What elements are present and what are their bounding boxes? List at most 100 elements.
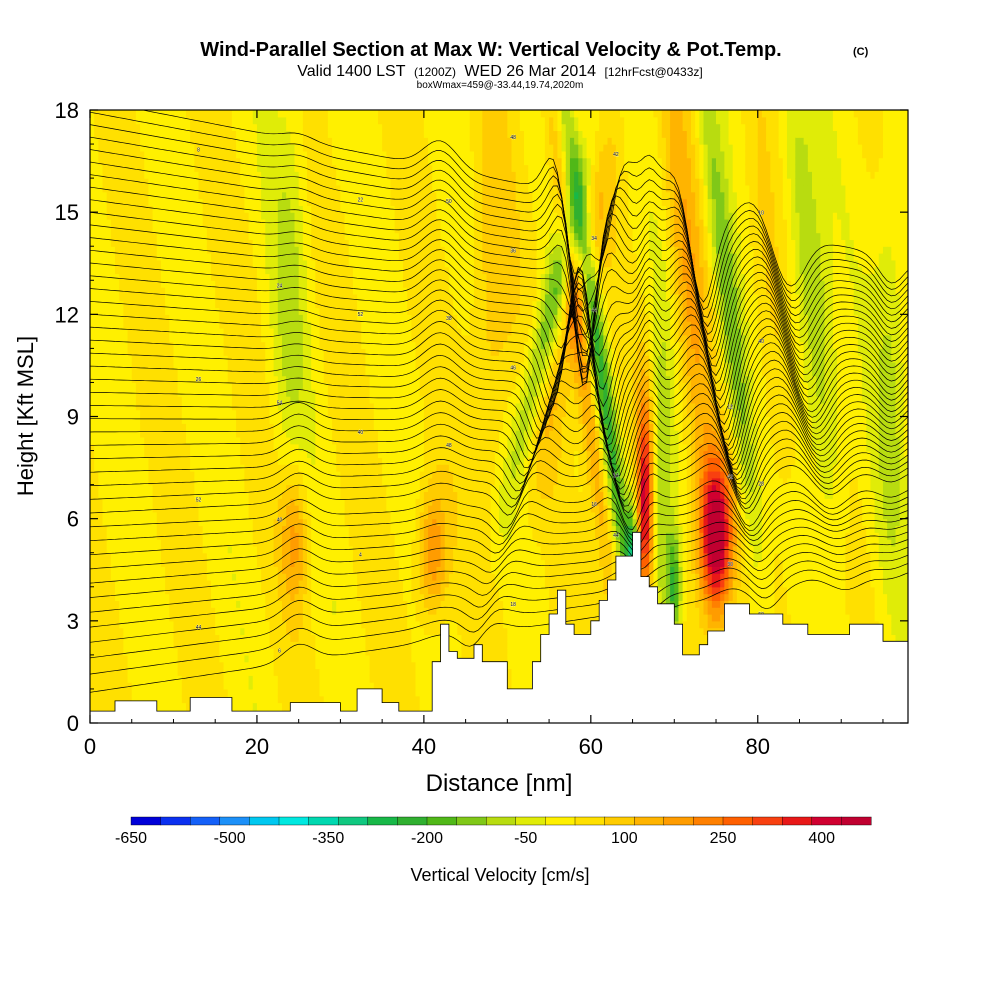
velocity-cell [110, 184, 116, 193]
velocity-cell [165, 579, 170, 588]
velocity-cell [181, 259, 187, 268]
velocity-cell [198, 334, 204, 343]
velocity-cell [106, 525, 112, 533]
velocity-cell [290, 409, 296, 418]
velocity-cell [281, 287, 287, 295]
velocity-cell [244, 307, 250, 315]
velocity-cell [198, 559, 204, 567]
velocity-cell [281, 518, 287, 527]
velocity-cell [152, 525, 158, 533]
velocity-cell [198, 314, 204, 322]
velocity-cell [277, 144, 283, 152]
velocity-cell [236, 355, 241, 363]
velocity-cell [256, 532, 262, 540]
velocity-cell [206, 648, 212, 656]
velocity-cell [110, 314, 116, 322]
velocity-cell [277, 464, 283, 472]
velocity-cell [236, 212, 241, 220]
velocity-cell [90, 110, 95, 118]
velocity-cell [144, 273, 150, 281]
velocity-cell [244, 259, 250, 268]
velocity-cell [248, 157, 254, 166]
velocity-cell [219, 532, 225, 540]
velocity-cell [252, 375, 258, 384]
velocity-cell [144, 518, 150, 527]
velocity-cell [160, 579, 166, 588]
velocity-cell [298, 178, 304, 186]
velocity-cell [231, 171, 237, 179]
velocity-cell [252, 205, 258, 213]
velocity-cell [202, 116, 208, 125]
velocity-cell [311, 491, 316, 499]
velocity-cell [123, 178, 129, 186]
velocity-cell [90, 654, 95, 663]
velocity-cell [211, 552, 216, 561]
velocity-cell [106, 600, 112, 608]
velocity-cell [102, 539, 108, 547]
velocity-cell [290, 362, 296, 370]
velocity-cell [156, 178, 162, 186]
velocity-cell [302, 620, 308, 629]
velocity-cell [219, 505, 225, 513]
velocity-cell [135, 225, 141, 234]
velocity-cell [165, 130, 170, 138]
velocity-cell [215, 355, 220, 363]
velocity-cell [215, 307, 220, 315]
velocity-cell [106, 280, 112, 288]
velocity-cell [110, 191, 116, 200]
velocity-cell [106, 511, 112, 520]
velocity-cell [127, 559, 133, 567]
velocity-cell [123, 573, 129, 581]
velocity-cell [290, 341, 296, 349]
velocity-cell [244, 559, 250, 567]
velocity-cell [261, 314, 266, 322]
velocity-cell [140, 436, 145, 445]
velocity-cell [265, 239, 271, 247]
velocity-cell [244, 552, 250, 561]
velocity-cell [244, 511, 250, 520]
velocity-cell [127, 634, 133, 642]
velocity-cell [173, 293, 179, 302]
velocity-cell [198, 688, 204, 697]
velocity-cell [269, 559, 275, 567]
velocity-cell [173, 695, 179, 704]
velocity-cell [94, 682, 99, 690]
velocity-cell [261, 675, 266, 683]
velocity-cell [169, 259, 175, 268]
velocity-cell [227, 212, 233, 220]
velocity-cell [110, 396, 116, 404]
velocity-cell [302, 505, 308, 513]
velocity-cell [252, 409, 258, 418]
velocity-cell [307, 552, 312, 561]
velocity-cell [219, 239, 225, 247]
velocity-cell [119, 239, 124, 247]
velocity-cell [269, 545, 275, 554]
velocity-cell [219, 423, 225, 431]
velocity-cell [277, 430, 283, 438]
velocity-cell [173, 171, 179, 179]
velocity-cell [123, 375, 129, 384]
velocity-cell [219, 559, 225, 567]
velocity-cell [165, 178, 170, 186]
velocity-cell [290, 654, 296, 663]
velocity-cell [236, 648, 241, 656]
velocity-cell [123, 614, 129, 622]
velocity-cell [244, 150, 250, 159]
velocity-cell [156, 457, 162, 465]
velocity-cell [277, 273, 283, 281]
velocity-cell [144, 123, 150, 132]
velocity-cell [198, 178, 204, 186]
velocity-cell [190, 164, 195, 172]
velocity-cell [311, 157, 316, 166]
velocity-cell [219, 484, 225, 493]
velocity-cell [281, 212, 287, 220]
velocity-cell [181, 123, 187, 132]
velocity-cell [236, 498, 241, 506]
velocity-cell [198, 389, 204, 397]
velocity-cell [298, 239, 304, 247]
velocity-cell [123, 559, 129, 567]
velocity-cell [206, 300, 212, 309]
velocity-cell [256, 137, 262, 145]
velocity-cell [102, 205, 108, 213]
velocity-cell [185, 259, 191, 268]
